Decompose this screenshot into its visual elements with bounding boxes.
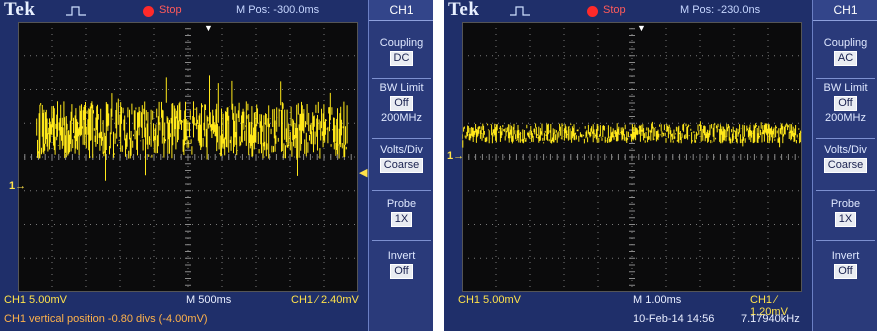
trigger-position-marker-icon: ▼ <box>637 23 646 33</box>
brand-logo: Tek <box>448 0 480 20</box>
top-status-bar: Tek Stop M Pos: -230.0ns <box>444 0 877 22</box>
brand-logo: Tek <box>4 0 36 20</box>
bw-limit-value: Off <box>390 96 413 111</box>
bw-limit-button[interactable]: BW Limit Off 200MHz <box>813 82 877 124</box>
timebase-readout: M 1.00ms <box>633 294 682 306</box>
probe-value: 1X <box>390 212 413 227</box>
oscilloscope-screen-right: Tek Stop M Pos: -230.0ns ▼ 1→ CH1 Coupli… <box>444 0 877 331</box>
timebase-readout: M 500ms <box>186 294 232 306</box>
invert-button[interactable]: Invert Off <box>387 250 416 279</box>
bw-limit-frequency: 200MHz <box>825 112 866 124</box>
channel-ground-marker: 1→ <box>9 180 27 192</box>
invert-button[interactable]: Invert Off <box>831 250 860 279</box>
probe-value: 1X <box>834 212 857 227</box>
trace-path <box>36 75 348 181</box>
menu-title: CH1 <box>813 0 877 21</box>
oscilloscope-screen-left: Tek Stop M Pos: -300.0ms ▼ 1→ ◀ CH1 Coup… <box>0 0 433 331</box>
menu-title: CH1 <box>369 0 433 21</box>
horizontal-position-readout: M Pos: -230.0ns <box>680 4 761 16</box>
run-state-label: Stop <box>603 4 626 16</box>
channel-scale-readout: CH1 5.00mV <box>4 294 67 306</box>
channel-ground-marker: 1→ <box>447 150 465 162</box>
red-dot-icon <box>143 6 154 17</box>
probe-button[interactable]: Probe 1X <box>830 198 861 227</box>
channel-side-menu: CH1 Coupling DC BW Limit Off 200MHz Volt… <box>368 0 433 331</box>
bw-limit-value: Off <box>834 96 857 111</box>
coupling-button[interactable]: Coupling DC <box>379 37 424 66</box>
graticule-frame <box>18 22 358 292</box>
frequency-readout: 7.17940kHz <box>741 313 800 325</box>
waveform-display <box>462 22 802 292</box>
coupling-value: DC <box>389 51 414 66</box>
trigger-level-readout: CH1 ∕ 2.40mV <box>291 294 359 306</box>
graticule <box>18 22 358 292</box>
red-dot-icon <box>587 6 598 17</box>
volts-div-button[interactable]: Volts/Div Coarse <box>379 144 424 173</box>
trigger-level-readout: CH1 ∕ 1.20mV <box>750 294 788 318</box>
date-time-readout: 10-Feb-14 14:56 <box>633 313 715 325</box>
channel-scale-readout: CH1 5.00mV <box>458 294 521 306</box>
trace-path <box>462 121 802 148</box>
graticule <box>462 22 802 292</box>
volts-div-button[interactable]: Volts/Div Coarse <box>823 144 868 173</box>
coupling-value: AC <box>833 51 858 66</box>
trigger-level-marker-icon: ◀ <box>359 167 368 179</box>
invert-value: Off <box>834 264 857 279</box>
volts-div-value: Coarse <box>379 158 424 173</box>
channel-side-menu: CH1 Coupling AC BW Limit Off 200MHz Volt… <box>812 0 877 331</box>
waveform-display <box>18 22 358 292</box>
ch1-waveform-trace <box>462 121 802 148</box>
bottom-status-bar: CH1 5.00mV M 500ms CH1 ∕ 2.40mV CH1 vert… <box>0 292 368 331</box>
rising-edge-pulse-icon <box>66 6 86 16</box>
top-status-bar: Tek Stop M Pos: -300.0ms <box>0 0 433 22</box>
bottom-status-bar: CH1 5.00mV M 1.00ms CH1 ∕ 1.20mV 10-Feb-… <box>444 292 812 331</box>
horizontal-position-readout: M Pos: -300.0ms <box>236 4 320 16</box>
invert-value: Off <box>390 264 413 279</box>
bw-limit-button[interactable]: BW Limit Off 200MHz <box>369 82 433 124</box>
bw-limit-frequency: 200MHz <box>381 112 422 124</box>
status-message: CH1 vertical position -0.80 divs (-4.00m… <box>4 313 208 325</box>
graticule-frame <box>462 22 802 292</box>
rising-edge-pulse-icon <box>510 6 530 16</box>
probe-button[interactable]: Probe 1X <box>386 198 417 227</box>
ch1-waveform-trace <box>36 75 348 181</box>
volts-div-value: Coarse <box>823 158 868 173</box>
trigger-position-marker-icon: ▼ <box>204 23 213 33</box>
coupling-button[interactable]: Coupling AC <box>823 37 868 66</box>
run-state-label: Stop <box>159 4 182 16</box>
